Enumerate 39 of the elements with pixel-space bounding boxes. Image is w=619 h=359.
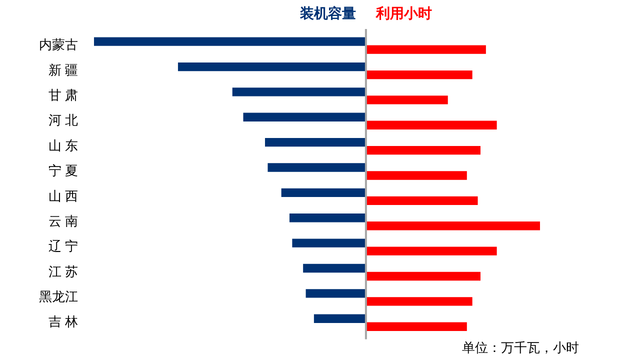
y-tick-label: 黑龙江 [39, 289, 78, 304]
bar [366, 196, 478, 206]
bar [306, 289, 366, 298]
bar [303, 264, 366, 273]
bar [289, 214, 366, 222]
text: 单位：万千瓦，小时 [462, 340, 579, 356]
bar [281, 188, 366, 198]
bar [366, 246, 497, 256]
y-tick-label: 新 疆 [48, 62, 78, 78]
y-tick-label: 宁 夏 [48, 163, 78, 178]
bar [314, 314, 366, 323]
y-tick-label: 甘 肃 [48, 88, 78, 103]
bar [366, 45, 486, 54]
y-tick-label: 山 东 [48, 138, 78, 153]
y-tick-label: 辽 宁 [48, 238, 78, 254]
bar [366, 171, 467, 180]
y-tick-label: 山 西 [48, 188, 78, 204]
y-tick-label: 云 南 [48, 213, 78, 228]
y-tick-label: 吉 林 [48, 314, 78, 330]
y-tick-label: 江 苏 [48, 264, 78, 279]
bar [366, 146, 480, 155]
bar [366, 322, 467, 331]
y-tick-label: 内蒙古 [39, 37, 78, 52]
bar [243, 112, 366, 122]
bar [232, 88, 366, 96]
bar [366, 70, 472, 80]
bar [292, 238, 366, 248]
bar [366, 120, 497, 130]
bar [178, 62, 366, 72]
bar [366, 272, 480, 281]
bar [366, 96, 448, 104]
series-label: 利用小时 [374, 4, 432, 21]
bar [94, 37, 366, 46]
bar [265, 138, 366, 147]
bar [366, 222, 540, 230]
bar [268, 163, 366, 172]
series-label: 装机容量 [298, 4, 356, 21]
bar [366, 297, 472, 306]
y-tick-label: 河 北 [48, 112, 78, 128]
